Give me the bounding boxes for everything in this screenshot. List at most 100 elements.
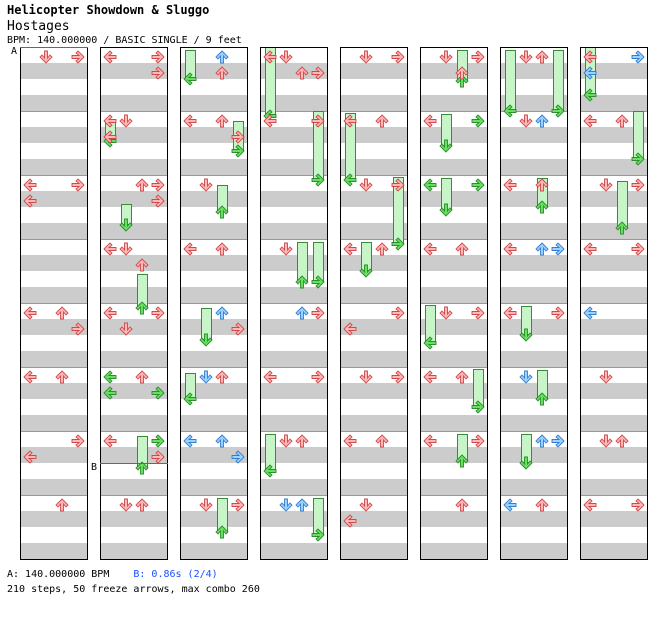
beat-band [260, 559, 328, 560]
footer-stats: 210 steps, 50 freeze arrows, max combo 2… [7, 584, 260, 595]
step-arrow-left [23, 193, 37, 208]
beat-band [420, 111, 488, 127]
beat-band [500, 351, 568, 367]
measure-line [260, 239, 328, 240]
beat-band [500, 79, 568, 95]
step-arrow-right [71, 177, 85, 192]
beat-band [580, 463, 648, 479]
step-arrow-left [583, 65, 597, 80]
step-arrow-up [615, 113, 629, 128]
beat-band [180, 47, 248, 63]
step-arrow-right [551, 241, 565, 256]
step-arrow-up [295, 305, 309, 320]
beat-band [20, 367, 88, 383]
beat-band [260, 79, 328, 95]
beat-band [180, 431, 248, 447]
measure-line [20, 367, 88, 368]
beat-band [260, 159, 328, 175]
step-arrow-up [135, 257, 149, 272]
footer-bpm-line: A: 140.000000 BPM B: 0.86s (2/4) [7, 569, 218, 580]
beat-band [580, 287, 648, 303]
beat-band [100, 351, 168, 367]
step-arrow-down [119, 113, 133, 128]
beat-band [580, 367, 648, 383]
measure-line [20, 175, 88, 176]
measure-line [260, 175, 328, 176]
step-arrow-up [535, 177, 549, 192]
beat-band [420, 447, 488, 463]
beat-band [100, 511, 168, 527]
beat-band [500, 47, 568, 63]
step-arrow-left [23, 177, 37, 192]
beat-band [340, 351, 408, 367]
measure-line [500, 367, 568, 368]
freeze-head-arrow [615, 220, 629, 235]
beat-band [420, 543, 488, 559]
beat-band [500, 255, 568, 271]
beat-band [100, 463, 168, 479]
beat-band [420, 127, 488, 143]
beat-band [580, 351, 648, 367]
beat-band [340, 335, 408, 351]
freeze-head-arrow [535, 199, 549, 214]
beat-band [340, 319, 408, 335]
beat-band [260, 63, 328, 79]
measure-line [420, 111, 488, 112]
beat-band [180, 159, 248, 175]
beat-band [260, 143, 328, 159]
beat-band [340, 287, 408, 303]
beat-band [340, 207, 408, 223]
beat-band [20, 95, 88, 111]
step-arrow-right [471, 433, 485, 448]
beat-band [100, 143, 168, 159]
step-arrow-right [311, 369, 325, 384]
measure-line [260, 367, 328, 368]
step-arrow-left [103, 129, 117, 144]
measure-line [340, 367, 408, 368]
beat-band [260, 479, 328, 495]
step-arrow-right [471, 177, 485, 192]
beat-band [580, 383, 648, 399]
beat-band [500, 463, 568, 479]
beat-band [100, 47, 168, 63]
beat-band [580, 511, 648, 527]
beat-band [500, 335, 568, 351]
beat-band [180, 79, 248, 95]
freeze-head-arrow [455, 453, 469, 468]
beat-band [100, 271, 168, 287]
step-arrow-up [535, 433, 549, 448]
measure-line [580, 175, 648, 176]
measure-line [340, 495, 408, 496]
beat-band [180, 447, 248, 463]
freeze-head-arrow [519, 455, 533, 470]
step-arrow-right [471, 113, 485, 128]
step-arrow-up [55, 369, 69, 384]
beat-band [500, 303, 568, 319]
beat-band [420, 415, 488, 431]
beat-band [500, 271, 568, 287]
beat-band [500, 447, 568, 463]
step-arrow-down [279, 241, 293, 256]
beat-band [500, 223, 568, 239]
beat-band [580, 159, 648, 175]
beat-band [500, 495, 568, 511]
beat-band [580, 127, 648, 143]
beat-band [180, 511, 248, 527]
freeze-head-arrow [311, 527, 325, 542]
beat-band [340, 463, 408, 479]
beat-band [420, 255, 488, 271]
beat-band [340, 431, 408, 447]
step-arrow-left [263, 369, 277, 384]
freeze-head-arrow [439, 202, 453, 217]
beat-band [420, 351, 488, 367]
beat-band [180, 287, 248, 303]
measure-line [420, 303, 488, 304]
measure-line [340, 239, 408, 240]
step-arrow-right [551, 305, 565, 320]
measure-line [420, 495, 488, 496]
beat-band [180, 223, 248, 239]
beat-band [420, 239, 488, 255]
beat-band [100, 63, 168, 79]
step-arrow-down [359, 177, 373, 192]
measure-line [100, 367, 168, 368]
